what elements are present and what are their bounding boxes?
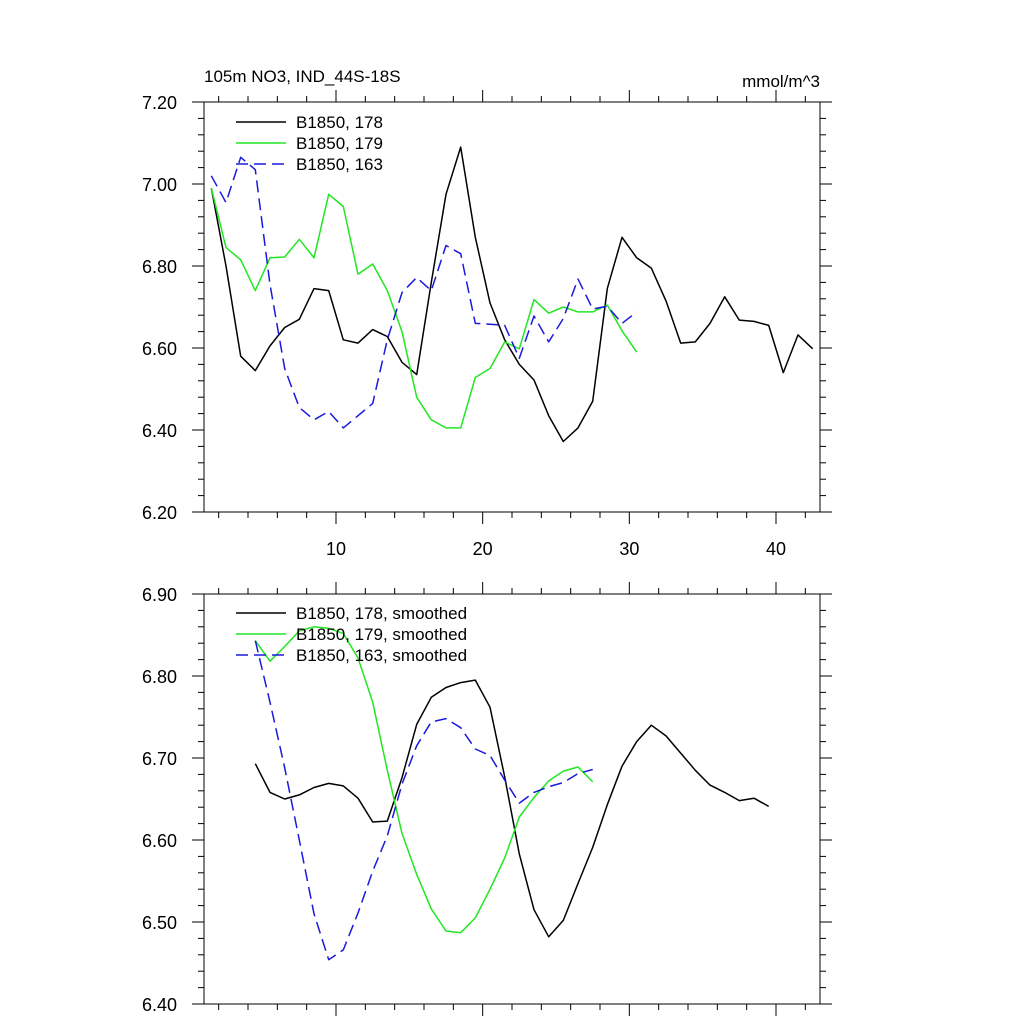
y-tick-label: 6.20: [142, 503, 177, 523]
series-line-1: [210, 146, 814, 443]
legend-label-3: B1850, 163: [296, 155, 383, 174]
y-tick-label: 6.60: [142, 831, 177, 851]
legend-label-1: B1850, 178: [296, 113, 383, 132]
y-tick-label: 6.40: [142, 995, 177, 1015]
chart-title: 105m NO3, IND_44S-18S: [204, 67, 401, 86]
series-line-1: [254, 679, 770, 938]
y-tick-label: 7.00: [142, 175, 177, 195]
y-tick-label: 6.50: [142, 913, 177, 933]
units-label: mmol/m^3: [742, 72, 820, 91]
y-tick-label: 6.90: [142, 585, 177, 605]
y-tick-label: 6.60: [142, 339, 177, 359]
y-tick-label: 6.80: [142, 667, 177, 687]
y-tick-label: 6.40: [142, 421, 177, 441]
y-tick-label: 6.70: [142, 749, 177, 769]
legend-label-3: B1850, 163, smoothed: [296, 646, 467, 665]
y-tick-label: 7.20: [142, 93, 177, 113]
y-tick-label: 6.80: [142, 257, 177, 277]
legend-label-2: B1850, 179: [296, 134, 383, 153]
series-line-2: [210, 187, 638, 429]
series-line-3: [254, 640, 593, 961]
legend-label-1: B1850, 178, smoothed: [296, 604, 467, 623]
top-panel: 10 20 30 40 6.20 6.40 6.60 6.80 7.00 7.20 B1850, 1…: [142, 90, 832, 559]
series-line-3: [210, 156, 638, 429]
x-tick-label: 10: [326, 539, 346, 559]
x-tick-label: 20: [473, 539, 493, 559]
x-tick-label: 30: [619, 539, 639, 559]
legend-label-2: B1850, 179, smoothed: [296, 625, 467, 644]
x-tick-label: 40: [766, 539, 786, 559]
series-line-2: [254, 626, 594, 934]
bottom-panel: 6.40 6.50 6.60 6.70 6.80 6.90 B1850, 178, smoo…: [142, 582, 832, 1016]
